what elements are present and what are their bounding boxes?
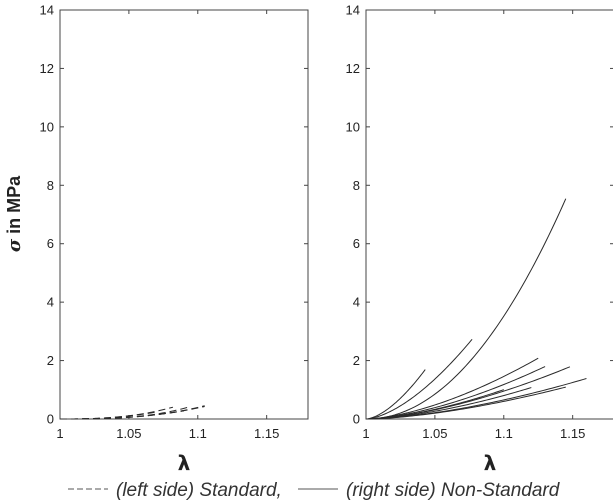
left-panel: 0 2 4 6 8 10 12 14 1 1.05 1.1 1.15 λ σ in MPa xyxy=(4,3,309,475)
right-ytick-label-2: 4 xyxy=(353,295,360,310)
right-series-line-4 xyxy=(365,357,539,420)
left-xtick-label-2: 1.1 xyxy=(189,426,207,441)
right-ytick-label-4: 8 xyxy=(353,178,360,193)
left-ticks: 0 2 4 6 8 10 12 14 1 1.05 1.1 1.15 xyxy=(40,3,308,441)
right-series-line-10 xyxy=(365,386,566,420)
y-axis-label-symbol: σ xyxy=(4,238,25,252)
right-xtick-label-3: 1.15 xyxy=(560,426,585,441)
left-ytick-label-5: 10 xyxy=(40,119,54,134)
right-ytick-label-3: 6 xyxy=(353,236,360,251)
right-ticks: 0 2 4 6 8 10 12 14 1 1.05 1.1 1.15 xyxy=(346,3,613,441)
legend: (left side) Standard, (right side) Non-S… xyxy=(68,480,561,501)
left-ytick-label-7: 14 xyxy=(40,3,54,18)
left-series-group xyxy=(60,405,205,420)
left-plot-frame xyxy=(59,9,309,420)
y-axis-label-text: in MPa xyxy=(4,175,24,239)
y-axis-label: σ in MPa xyxy=(4,175,25,252)
right-ytick-label-5: 10 xyxy=(346,119,360,134)
left-xtick-label-1: 1.05 xyxy=(116,426,141,441)
right-panel: 0 2 4 6 8 10 12 14 1 1.05 1.1 1.15 λ xyxy=(346,3,613,475)
left-xtick-label-3: 1.15 xyxy=(254,426,279,441)
left-ytick-label-4: 8 xyxy=(47,178,54,193)
right-x-axis-label: λ xyxy=(484,451,497,475)
right-xtick-label-2: 1.1 xyxy=(495,426,513,441)
left-ytick-label-0: 0 xyxy=(47,412,54,427)
left-ytick-label-6: 12 xyxy=(40,61,54,76)
right-xtick-label-1: 1.05 xyxy=(422,426,447,441)
left-series-line-6 xyxy=(60,410,185,420)
right-series-line-3 xyxy=(365,338,473,420)
left-ytick-label-2: 4 xyxy=(47,295,54,310)
legend-entry-non-standard: (right side) Non-Standard xyxy=(346,480,561,501)
right-ytick-label-7: 14 xyxy=(346,3,360,18)
right-series-line-6 xyxy=(365,366,546,420)
left-x-axis-label: λ xyxy=(178,451,191,475)
legend-entry-standard: (left side) Standard, xyxy=(116,480,282,501)
left-ytick-label-1: 2 xyxy=(47,353,54,368)
right-series-line-1 xyxy=(365,198,567,420)
right-plot-frame xyxy=(365,9,613,420)
right-ytick-label-6: 12 xyxy=(346,61,360,76)
left-ytick-label-3: 6 xyxy=(47,236,54,251)
left-xtick-label-0: 1 xyxy=(56,426,63,441)
right-series-line-2 xyxy=(365,369,426,420)
right-series-group xyxy=(365,198,587,420)
right-xtick-label-0: 1 xyxy=(362,426,369,441)
right-ytick-label-0: 0 xyxy=(353,412,360,427)
right-ytick-label-1: 2 xyxy=(353,353,360,368)
